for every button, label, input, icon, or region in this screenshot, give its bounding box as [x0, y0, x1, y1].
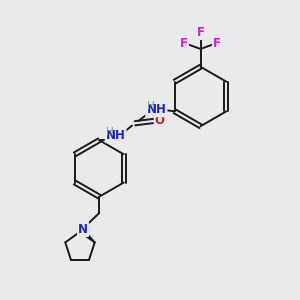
- Text: NH: NH: [146, 103, 166, 116]
- Text: NH: NH: [146, 103, 166, 116]
- Text: NH: NH: [106, 129, 126, 142]
- Text: N: N: [78, 223, 88, 236]
- Text: F: F: [180, 37, 188, 50]
- Text: F: F: [213, 37, 221, 50]
- Text: H: H: [106, 127, 114, 137]
- Text: F: F: [196, 26, 205, 39]
- Text: H: H: [147, 101, 155, 111]
- Text: N: N: [78, 223, 88, 236]
- Text: O: O: [154, 114, 165, 128]
